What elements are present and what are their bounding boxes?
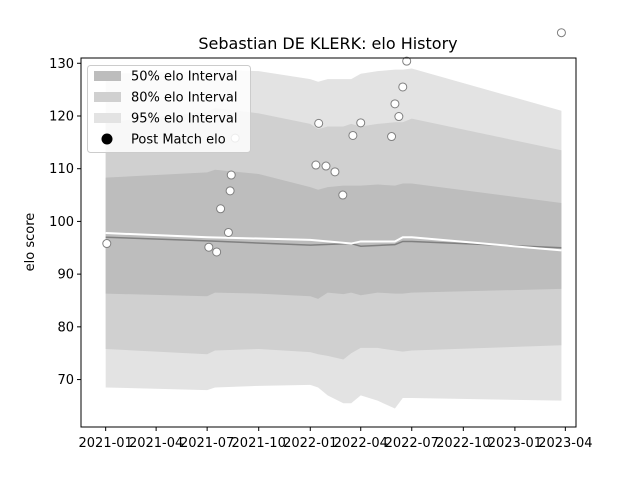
y-tick-label: 80 bbox=[57, 320, 74, 335]
legend-swatch bbox=[94, 71, 121, 81]
post-match-elo-line bbox=[105, 232, 562, 252]
y-axis: 70 80 90 100 110 120 130 bbox=[49, 57, 81, 388]
x-tick-label: 2021-04 bbox=[129, 436, 183, 451]
x-tick-label: 2021-01 bbox=[79, 436, 133, 451]
legend-swatch bbox=[94, 92, 121, 102]
post-match-point bbox=[348, 130, 358, 140]
post-match-point bbox=[402, 56, 412, 66]
x-tick-label: 2021-07 bbox=[180, 436, 234, 451]
legend-swatch bbox=[94, 113, 121, 123]
x-tick-label: 2023-04 bbox=[538, 436, 592, 451]
post-match-point bbox=[102, 239, 112, 249]
post-match-point bbox=[216, 204, 226, 214]
x-tick-label: 2022-10 bbox=[436, 436, 490, 451]
legend-label: 80% elo Interval bbox=[131, 91, 238, 106]
post-match-point bbox=[226, 170, 236, 180]
post-match-point bbox=[394, 112, 404, 122]
x-tick-label: 2022-01 bbox=[283, 436, 337, 451]
plot-frame bbox=[80, 57, 577, 428]
x-tick-label: 2023-01 bbox=[488, 436, 542, 451]
post-match-point bbox=[212, 247, 222, 257]
y-tick-label: 100 bbox=[49, 215, 74, 230]
post-match-point bbox=[311, 160, 321, 170]
interval-bands bbox=[105, 68, 562, 409]
post-match-points bbox=[102, 28, 566, 257]
post-match-point bbox=[225, 186, 235, 196]
y-tick-label: 90 bbox=[57, 268, 74, 283]
x-tick-label: 2022-07 bbox=[385, 436, 439, 451]
y-axis-label: elo score bbox=[23, 213, 38, 272]
post-match-point bbox=[556, 28, 566, 38]
legend-box bbox=[87, 65, 251, 153]
post-match-point bbox=[223, 227, 233, 237]
y-tick-label: 110 bbox=[49, 162, 74, 177]
legend-marker bbox=[101, 133, 113, 145]
y-tick-label: 130 bbox=[49, 57, 74, 72]
mean-elo-line bbox=[105, 236, 562, 249]
y-tick-label: 120 bbox=[49, 109, 74, 124]
x-tick-label: 2022-04 bbox=[334, 436, 388, 451]
chart-title: Sebastian DE KLERK: elo History bbox=[198, 34, 457, 53]
post-match-point bbox=[356, 118, 366, 128]
post-match-point bbox=[321, 161, 331, 171]
y-tick-label: 70 bbox=[57, 373, 74, 388]
post-match-point bbox=[398, 82, 408, 92]
x-axis: 2021-012021-042021-072021-102022-012022-… bbox=[79, 427, 593, 451]
post-match-point bbox=[330, 167, 340, 177]
band-50 bbox=[105, 169, 562, 299]
post-match-point bbox=[204, 242, 214, 252]
elo-lines bbox=[105, 232, 562, 252]
post-match-point bbox=[390, 99, 400, 109]
legend-label: 50% elo Interval bbox=[131, 70, 238, 85]
post-match-point bbox=[387, 132, 397, 142]
post-match-point bbox=[338, 190, 348, 200]
post-match-point bbox=[314, 118, 324, 128]
legend: 50% elo Interval 80% elo Interval 95% elo … bbox=[87, 65, 251, 153]
legend-label: 95% elo Interval bbox=[131, 112, 238, 127]
x-tick-label: 2021-10 bbox=[232, 436, 286, 451]
legend-label: Post Match elo bbox=[131, 133, 226, 148]
